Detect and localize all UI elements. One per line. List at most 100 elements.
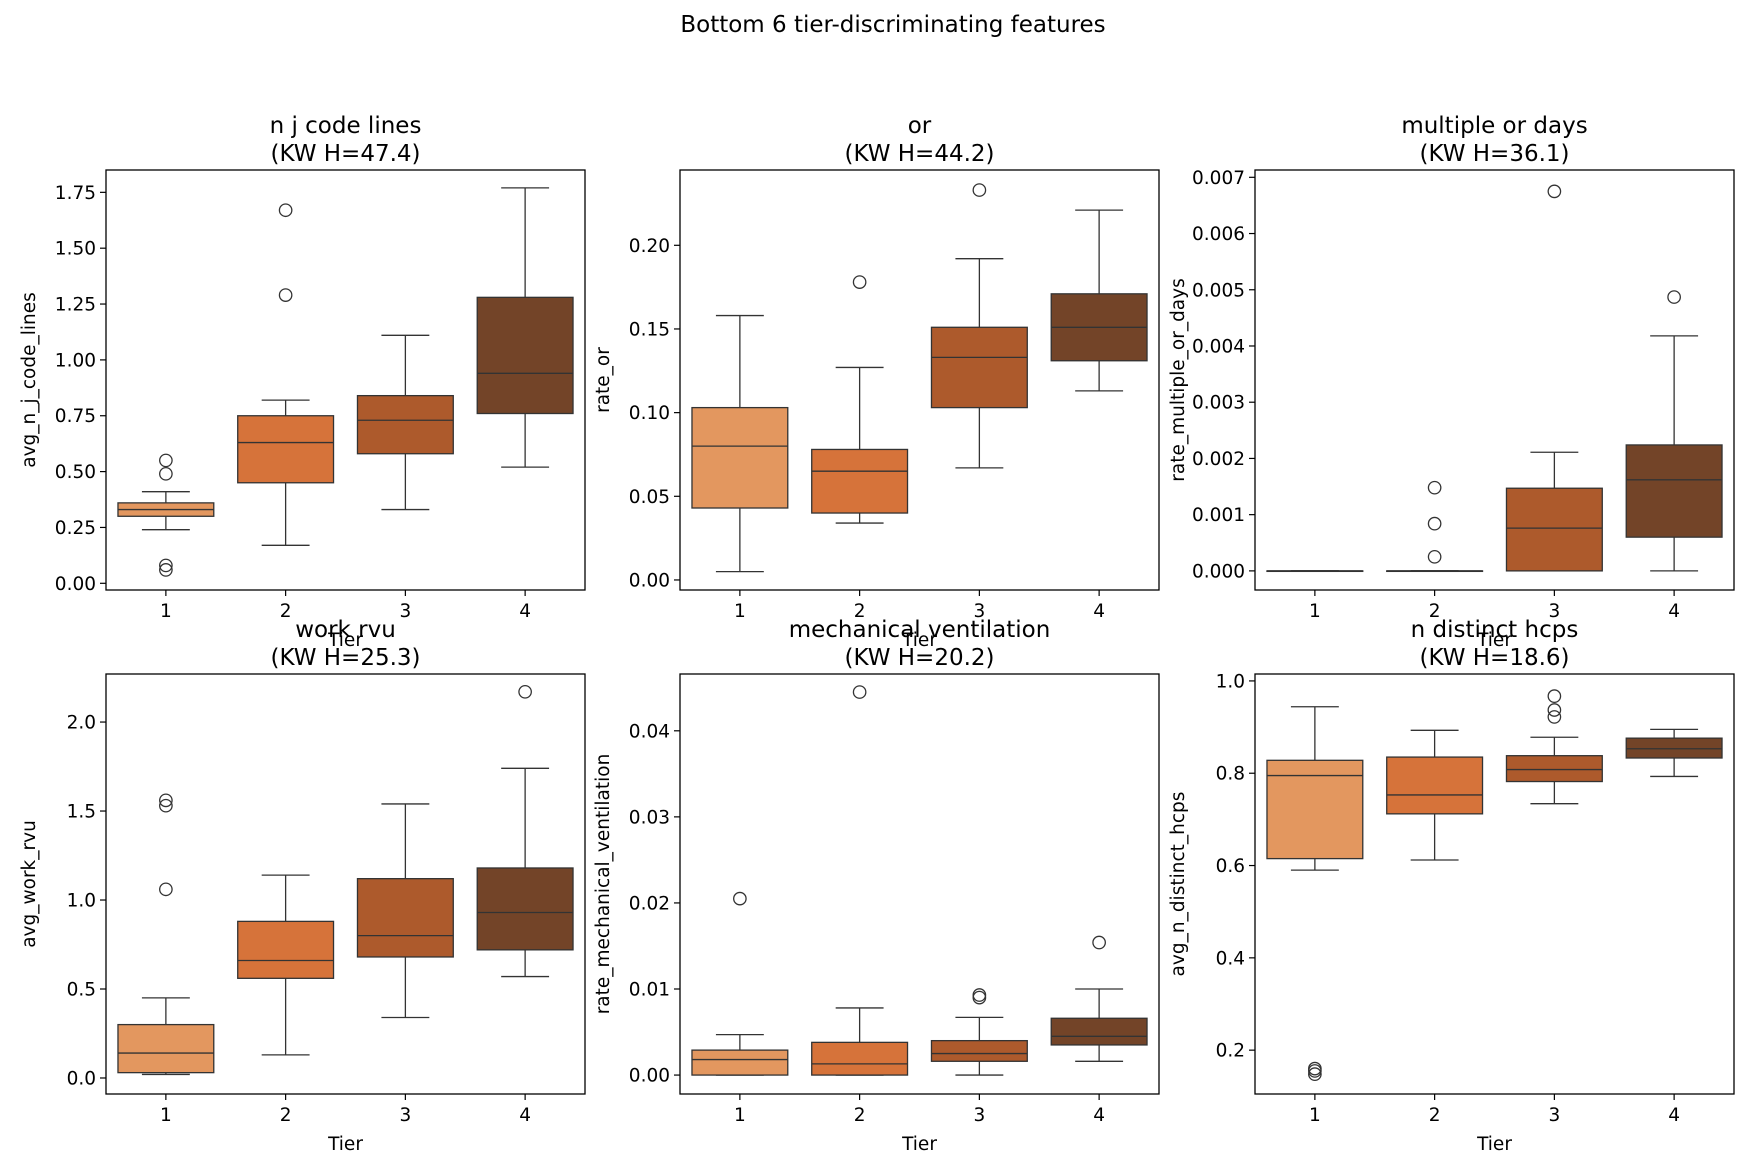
y-tick-label: 0.8 xyxy=(1216,764,1245,785)
outlier-point xyxy=(852,275,867,289)
box-iqr xyxy=(1266,759,1364,860)
y-tick-label: 0.00 xyxy=(629,1066,670,1087)
box-tier-1 xyxy=(1266,570,1364,573)
outlier-point xyxy=(972,990,987,1005)
box-iqr xyxy=(476,296,574,415)
box-iqr xyxy=(237,415,335,484)
x-tick-label: 1 xyxy=(160,1105,172,1126)
box-iqr xyxy=(237,920,335,979)
y-tick-label: 0.20 xyxy=(629,236,670,257)
subplot-6: n distinct hcps(KW H=18.6) 0.2 0.4 0.6 0.8 1.… xyxy=(1168,617,1735,1155)
subplot-subtitle: (KW H=25.3) xyxy=(270,645,420,671)
outlier-point xyxy=(1308,1067,1322,1082)
subplot-title: multiple or days xyxy=(1401,113,1587,139)
subplot-5: mechanical ventilation(KW H=20.2) 0.00 0.0… xyxy=(593,617,1160,1155)
box-tier-4 xyxy=(1625,728,1723,778)
outlier-point xyxy=(852,685,867,699)
y-axis-label: avg_n_j_code_lines xyxy=(19,292,40,468)
y-tick-label: 0.10 xyxy=(629,403,670,424)
y-tick-label: 1.5 xyxy=(67,802,96,823)
x-tick-label: 3 xyxy=(1548,601,1560,622)
box-tier-2 xyxy=(1386,729,1484,861)
x-tick-label: 4 xyxy=(1668,1105,1680,1126)
outlier-point xyxy=(733,891,747,906)
x-tick-label: 4 xyxy=(519,1105,531,1126)
box-tier-2 xyxy=(237,203,335,546)
box-tier-3 xyxy=(1505,184,1603,572)
subplot-subtitle: (KW H=36.1) xyxy=(1419,141,1569,167)
outlier-point xyxy=(159,563,173,577)
axes-frame xyxy=(105,169,586,591)
box-iqr xyxy=(691,406,789,509)
box-tier-3 xyxy=(1505,689,1603,805)
outlier-point xyxy=(159,793,173,808)
x-tick-label: 1 xyxy=(1309,1105,1321,1126)
y-axis-label: avg_work_rvu xyxy=(19,820,40,948)
box-tier-2 xyxy=(237,874,335,1056)
outlier-point xyxy=(1427,480,1442,495)
outlier-point xyxy=(159,466,173,481)
y-tick-label: 1.75 xyxy=(55,183,96,204)
subplot-title: or xyxy=(908,113,932,139)
outlier-point xyxy=(1427,549,1442,564)
subplot-subtitle: (KW H=47.4) xyxy=(270,141,420,167)
y-axis-label: avg_n_distinct_hcps xyxy=(1168,792,1189,977)
box-iqr xyxy=(811,448,909,514)
subplot-subtitle: (KW H=44.2) xyxy=(844,141,994,167)
y-tick-label: 0.002 xyxy=(1192,449,1245,470)
y-tick-label: 1.0 xyxy=(67,891,96,912)
y-tick-label: 1.25 xyxy=(55,295,96,316)
subplot-1: n j code lines(KW H=47.4) 0.00 0.25 0.50 0.7… xyxy=(19,113,586,651)
y-tick-label: 0.50 xyxy=(55,462,96,483)
y-tick-label: 0.15 xyxy=(629,319,670,340)
box-tier-2 xyxy=(811,685,909,1076)
y-tick-label: 1.50 xyxy=(55,239,96,260)
x-tick-label: 1 xyxy=(734,601,746,622)
y-tick-label: 0.000 xyxy=(1192,561,1245,582)
x-axis-label: Tier xyxy=(327,630,363,651)
subplot-3: multiple or days(KW H=36.1) 0.000 0.001 0.0… xyxy=(1168,113,1735,651)
y-tick-label: 2.0 xyxy=(67,713,96,734)
y-axis-label: rate_mechanical_ventilation xyxy=(593,754,614,1015)
outlier-point xyxy=(159,453,173,468)
y-tick-label: 0.0 xyxy=(67,1068,96,1089)
x-tick-label: 2 xyxy=(280,601,292,622)
box-iqr xyxy=(476,867,574,951)
box-tier-3 xyxy=(356,803,454,1019)
y-tick-label: 0.04 xyxy=(629,721,670,742)
box-tier-4 xyxy=(476,187,574,468)
box-iqr xyxy=(930,326,1028,409)
box-iqr xyxy=(117,1023,215,1074)
outlier-point xyxy=(1667,290,1681,304)
outlier-point xyxy=(159,798,173,813)
box-tier-4 xyxy=(476,684,574,978)
outlier-point xyxy=(1547,689,1562,704)
outlier-point xyxy=(159,882,173,897)
box-tier-2 xyxy=(811,275,909,524)
outlier-point xyxy=(1427,516,1442,531)
x-tick-label: 3 xyxy=(399,601,411,622)
axes-frame xyxy=(679,673,1160,1095)
y-tick-label: 0.4 xyxy=(1216,948,1245,969)
y-tick-label: 0.01 xyxy=(629,980,670,1001)
y-tick-label: 0.03 xyxy=(629,807,670,828)
outlier-point xyxy=(518,684,532,699)
box-iqr xyxy=(356,394,454,455)
box-tier-1 xyxy=(691,314,789,573)
axes-frame xyxy=(1254,673,1735,1095)
y-tick-label: 1.0 xyxy=(1216,671,1245,692)
x-axis-label: Tier xyxy=(901,630,937,651)
box-tier-1 xyxy=(1266,706,1364,1082)
outlier-point xyxy=(1547,184,1562,199)
box-iqr xyxy=(1625,737,1723,759)
box-tier-1 xyxy=(691,891,789,1076)
y-tick-label: 0.005 xyxy=(1192,280,1245,301)
x-tick-label: 2 xyxy=(1429,1105,1441,1126)
subplot-title: mechanical ventilation xyxy=(789,617,1051,643)
x-tick-label: 4 xyxy=(519,601,531,622)
box-tier-3 xyxy=(930,183,1028,469)
axes-frame xyxy=(1254,169,1735,591)
subplot-subtitle: (KW H=18.6) xyxy=(1419,645,1569,671)
subplot-grid: n j code lines(KW H=47.4) 0.00 0.25 0.50 0.7… xyxy=(19,113,1735,1155)
